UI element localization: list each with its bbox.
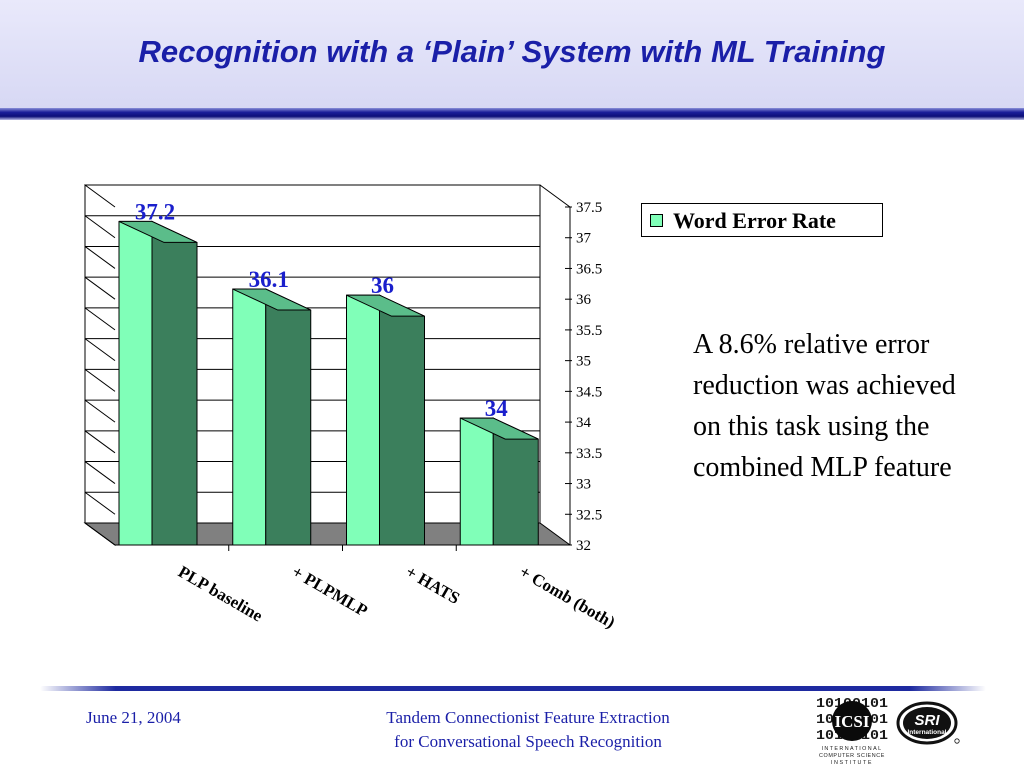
gridline-side — [84, 461, 116, 484]
gridline-side — [84, 184, 116, 208]
y-tick-label: 32.5 — [576, 507, 602, 523]
sri-subtitle: International — [907, 729, 946, 736]
icsi-caption-line-2: COMPUTER SCIENCE — [819, 753, 885, 759]
y-tick-label: 32 — [576, 538, 591, 554]
bar-top — [460, 417, 539, 440]
bar-value-label: 36.1 — [249, 267, 289, 292]
bar-front — [118, 220, 153, 546]
bar: 37.2 — [118, 199, 198, 546]
x-category-label: + PLPMLP — [289, 562, 371, 620]
bar-side — [151, 220, 198, 546]
bar: 36 — [346, 273, 425, 546]
bar-side — [265, 288, 312, 546]
y-tick-label: 34 — [576, 415, 592, 431]
x-category-label: + HATS — [403, 562, 464, 608]
sri-international-logo: SRI International — [896, 701, 960, 745]
icsi-caption-line-3: INSTITUTE — [831, 760, 873, 766]
bar-top — [232, 288, 311, 311]
icsi-logo: 10100101 10100101 10100101 ICSI INTERNAT… — [816, 696, 888, 766]
chart-bars: 37.2 36.1 36 34 — [118, 199, 539, 546]
gridline-side — [84, 215, 116, 239]
bar-top — [118, 220, 198, 243]
x-category-label: + Comb (both) — [516, 562, 618, 632]
y-tick-label: 34.5 — [576, 384, 602, 400]
bar-value-label: 37.2 — [135, 199, 175, 224]
y-tick-label: 37.5 — [576, 200, 602, 216]
bar-front — [459, 417, 494, 546]
icsi-caption-line-1: INTERNATIONAL — [822, 746, 883, 752]
sri-mark-text: SRI — [914, 712, 940, 729]
y-tick-label: 36.5 — [576, 261, 602, 277]
x-category-labels: PLP baseline + PLPMLP + HATS + Comb (both) — [175, 562, 618, 632]
y-tick-label: 35 — [576, 354, 591, 370]
legend-label: Word Error Rate — [673, 208, 836, 233]
gridline-side — [84, 276, 116, 300]
slide-title: Recognition with a ‘Plain’ System with M… — [138, 34, 886, 69]
icsi-mark-text: ICSI — [835, 712, 870, 731]
x-category-label: PLP baseline — [175, 562, 266, 626]
footer-divider — [40, 686, 986, 691]
bar-front — [346, 294, 380, 546]
bar-front — [232, 288, 267, 546]
bar-value-label: 34 — [485, 396, 509, 421]
footer-talk-line-2: for Conversational Speech Recognition — [394, 732, 662, 751]
y-tick-label: 33.5 — [576, 446, 602, 462]
title-divider — [0, 108, 1024, 120]
gridline-side — [84, 368, 116, 392]
bar: 34 — [459, 396, 539, 546]
gridline-side — [84, 430, 116, 454]
y-tick-label: 35.5 — [576, 323, 602, 339]
footer-talk-line-1: Tandem Connectionist Feature Extraction — [386, 708, 670, 727]
y-tick-label: 37 — [576, 231, 592, 247]
result-note: A 8.6% relative error reduction was achi… — [693, 329, 956, 483]
gridline-side — [84, 338, 116, 362]
bar: 36.1 — [232, 267, 312, 546]
y-tick-label: 33 — [576, 477, 591, 493]
title-banner: Recognition with a ‘Plain’ System with M… — [0, 0, 1024, 108]
footer-talk-title: Tandem Connectionist Feature Extraction … — [348, 706, 708, 754]
gridline-side — [84, 307, 116, 331]
gridline-side — [84, 399, 116, 423]
bar-side — [379, 294, 425, 546]
axis-top-edge — [539, 184, 571, 208]
bar-top — [346, 294, 425, 317]
gridline-side — [84, 522, 116, 546]
bar-value-label: 36 — [371, 273, 394, 298]
y-tick-labels: 32 32.5 33 33.5 34 34.5 35 35.5 36 36.5 37 37.5 — [576, 200, 602, 554]
y-axis — [228, 184, 572, 551]
y-tick-label: 36 — [576, 292, 592, 308]
gridline-side — [84, 491, 116, 515]
chart-legend: Word Error Rate — [641, 203, 883, 237]
gridline-side — [84, 246, 116, 269]
footer-date: June 21, 2004 — [86, 708, 181, 727]
legend-swatch — [650, 214, 663, 227]
